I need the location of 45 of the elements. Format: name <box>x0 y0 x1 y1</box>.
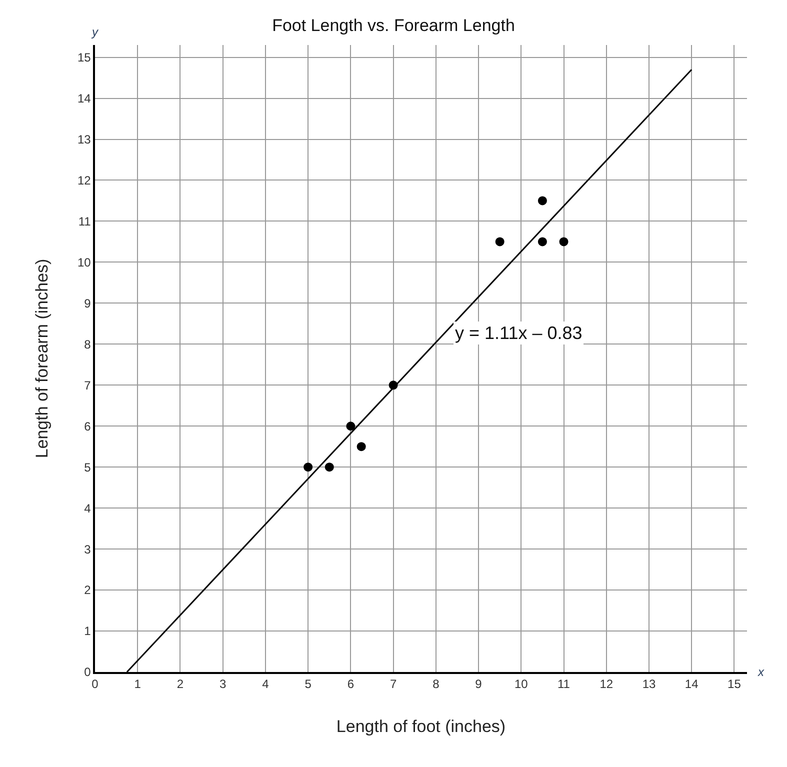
y-tick-label: 8 <box>84 337 92 352</box>
y-tick-label: 2 <box>84 583 92 598</box>
x-tick-label: 10 <box>514 677 528 692</box>
x-tick-label: 1 <box>134 677 142 692</box>
y-tick-label: 5 <box>84 460 92 474</box>
x-tick-label: 2 <box>176 677 184 692</box>
annotation: y = 1.11x – 0.83 <box>455 323 582 343</box>
y-tick-label: 15 <box>77 50 92 64</box>
point <box>538 196 547 206</box>
x-tick-label: 15 <box>728 677 742 692</box>
chart-title: Foot Length vs. Forearm Length <box>272 16 515 36</box>
y-tick-label: 1 <box>84 624 92 638</box>
y-tick-label: 13 <box>77 132 92 146</box>
y-tick-label: 9 <box>84 296 92 310</box>
x-tick-label: 8 <box>432 677 440 692</box>
point <box>324 462 334 472</box>
y-tick-label: 14 <box>77 91 92 106</box>
y-tick-label: 6 <box>84 419 92 434</box>
y-tick-label: 3 <box>84 542 92 556</box>
point <box>356 442 366 452</box>
point <box>495 237 504 246</box>
point <box>538 237 547 246</box>
y-tick-label: 10 <box>77 255 92 270</box>
y-tick-label: 11 <box>78 214 92 228</box>
y-tick-label: 4 <box>84 501 92 516</box>
x-tick-label: 12 <box>600 677 614 692</box>
x-tick-label: 4 <box>262 677 270 692</box>
y-tick-label: 7 <box>84 378 92 392</box>
x-tick-label: 3 <box>219 677 226 692</box>
x-tick-label: 9 <box>475 677 482 692</box>
x-tick-label: 5 <box>304 677 312 692</box>
y-tick-label: 12 <box>77 173 92 188</box>
text: x <box>757 665 765 679</box>
text: y <box>91 25 99 39</box>
x-tick-label: 6 <box>347 677 354 692</box>
x-tick-label: 11 <box>558 677 570 692</box>
x-tick-label: 14 <box>684 677 699 692</box>
point <box>304 462 313 472</box>
x-axis-title: Length of foot (inches) <box>336 717 506 736</box>
point <box>559 237 568 246</box>
y-axis-title: Length of forearm (inches) <box>32 258 52 458</box>
x-tick-label: 13 <box>642 677 656 692</box>
point <box>346 422 356 431</box>
x-tick-label: 7 <box>390 677 397 692</box>
y-tick-label: 0 <box>84 665 92 680</box>
